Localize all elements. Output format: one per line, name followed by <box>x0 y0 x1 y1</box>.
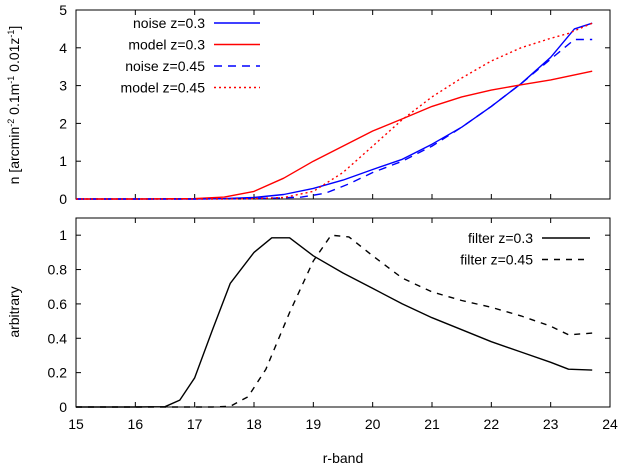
series-line-1 <box>76 234 593 408</box>
top-series-lines <box>76 22 593 200</box>
y-label-superscript: -2 <box>6 119 16 127</box>
series-line-0 <box>76 237 593 408</box>
y-tick-label: 1 <box>59 227 67 243</box>
x-tick-label: 22 <box>484 416 500 432</box>
y-label-part: 0.1m <box>6 84 22 119</box>
top-legend: noise z=0.3 model z=0.3 noise z=0.45 model … <box>121 15 260 96</box>
bottom-axis-ticks: 15 16 17 18 19 20 21 22 23 24 0 0.2 0.4 0.6 0.8 1 <box>48 218 618 432</box>
x-tick-label: 19 <box>306 416 322 432</box>
y-label-part: n [arcmin <box>6 127 22 185</box>
legend-label-3: model z=0.45 <box>121 80 206 96</box>
y-tick-label: 0.6 <box>48 296 68 312</box>
top-axis-ticks: 0 1 2 3 4 5 <box>59 2 611 207</box>
top-plot-frame <box>75 9 611 200</box>
bottom-plot-frame <box>75 217 611 408</box>
x-tick-label: 23 <box>543 416 559 432</box>
y-tick-label: 0.2 <box>48 365 68 381</box>
y-label-part: ] <box>6 26 22 30</box>
legend-label-1: filter z=0.45 <box>460 252 533 268</box>
legend-label-0: noise z=0.3 <box>133 15 205 31</box>
x-tick-label: 16 <box>128 416 144 432</box>
y-label-part: 0.01z <box>6 38 22 76</box>
y-tick-label: 0.8 <box>48 262 68 278</box>
y-tick-label: 2 <box>59 115 67 131</box>
legend-label-2: noise z=0.45 <box>125 58 205 74</box>
legend-label-0: filter z=0.3 <box>468 230 533 246</box>
x-tick-label: 24 <box>602 416 618 432</box>
y-tick-label: 0 <box>59 399 67 415</box>
bottom-series-lines <box>76 234 593 408</box>
y-tick-label: 3 <box>59 78 67 94</box>
x-tick-label: 17 <box>187 416 203 432</box>
x-axis-label: r-band <box>323 450 363 466</box>
x-tick-label: 18 <box>246 416 262 432</box>
y-tick-label: 0 <box>59 191 67 207</box>
x-tick-label: 15 <box>68 416 84 432</box>
x-tick-label: 20 <box>365 416 381 432</box>
x-tick-label: 21 <box>424 416 440 432</box>
bottom-y-axis-label: arbitrary <box>6 286 22 337</box>
y-tick-label: 0.4 <box>48 330 68 346</box>
bottom-legend: filter z=0.3 filter z=0.45 <box>460 230 590 268</box>
y-label-superscript: -1 <box>6 76 16 84</box>
y-tick-label: 4 <box>59 40 67 56</box>
y-label-superscript: -1 <box>6 30 16 38</box>
series-line-0 <box>76 22 593 200</box>
top-y-axis-label: n [arcmin-2 0.1m-1 0.01z-1] <box>6 26 22 185</box>
y-tick-label: 5 <box>59 2 67 18</box>
y-tick-label: 1 <box>59 153 67 169</box>
legend-label-1: model z=0.3 <box>128 37 205 53</box>
series-line-2 <box>76 38 593 200</box>
series-line-1 <box>76 70 593 200</box>
